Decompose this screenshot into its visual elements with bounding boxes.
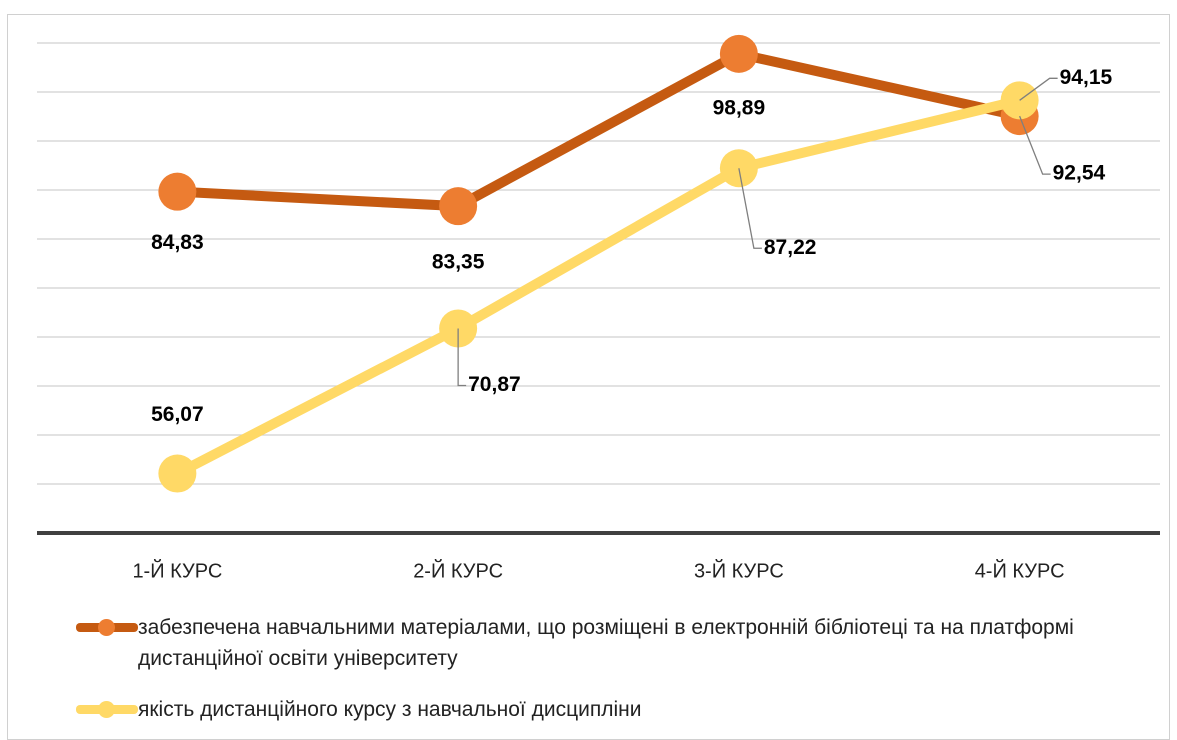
x-tick-label: 4-Й КУРС <box>975 558 1065 582</box>
x-tick-label: 3-Й КУРС <box>694 558 784 582</box>
marker <box>158 454 197 493</box>
value-label: 56,07 <box>151 403 204 426</box>
legend-label: забезпечена навчальними матеріалами, що … <box>138 616 1074 670</box>
legend: забезпечена навчальними матеріалами, що … <box>76 612 1136 740</box>
value-label: 92,54 <box>1053 162 1106 185</box>
leader-line <box>1019 115 1051 175</box>
leader-line <box>457 328 467 387</box>
value-label: 87,22 <box>764 236 817 259</box>
series-line <box>175 95 1021 478</box>
legend-item: забезпечена навчальними матеріалами, що … <box>76 612 1136 674</box>
value-label: 84,83 <box>151 231 204 254</box>
value-label: 70,87 <box>468 373 521 396</box>
marker <box>439 187 478 226</box>
leader-line <box>738 168 762 249</box>
legend-label: якість дистанційного курсу з навчальної … <box>138 698 642 721</box>
leader-line <box>1019 77 1058 101</box>
value-label: 83,35 <box>432 251 485 274</box>
marker <box>158 172 197 211</box>
legend-key <box>76 612 138 643</box>
value-label: 94,15 <box>1060 66 1113 89</box>
series-line <box>177 48 1021 212</box>
marker <box>719 34 758 73</box>
value-label: 98,89 <box>713 96 766 119</box>
x-tick-label: 2-Й КУРС <box>413 558 503 582</box>
x-tick-label: 1-Й КУРС <box>132 558 222 582</box>
legend-key <box>76 694 138 725</box>
legend-item: якість дистанційного курсу з навчальної … <box>76 694 1136 725</box>
